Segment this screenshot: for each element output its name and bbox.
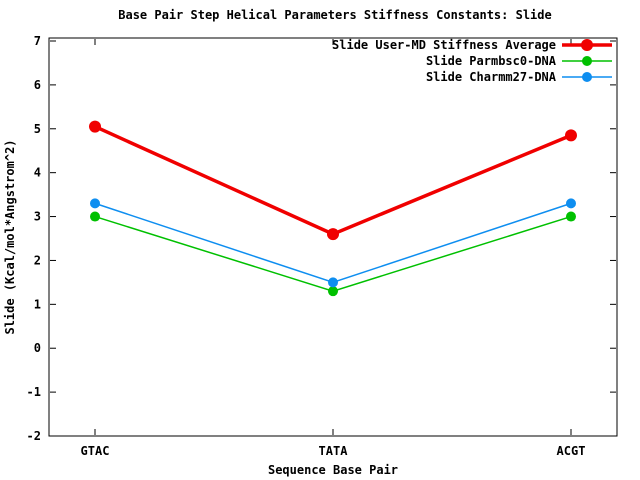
x-tick-label: GTAC bbox=[81, 444, 110, 458]
data-point bbox=[327, 228, 339, 241]
data-point bbox=[328, 286, 338, 297]
x-tick-label: ACGT bbox=[557, 444, 586, 458]
y-tick-label: 4 bbox=[34, 166, 41, 180]
y-tick-label: 5 bbox=[34, 122, 41, 136]
data-point bbox=[564, 129, 577, 142]
legend-marker bbox=[581, 39, 593, 51]
data-point bbox=[90, 211, 101, 222]
x-axis-ticks: GTAC TATA ACGT bbox=[81, 39, 586, 458]
legend-label: Slide Parmbsc0-DNA bbox=[426, 54, 557, 68]
data-point bbox=[565, 198, 576, 209]
series-line bbox=[94, 124, 572, 237]
plot-frame bbox=[48, 37, 618, 437]
y-tick-label: -2 bbox=[27, 429, 41, 443]
y-tick-label: 0 bbox=[34, 341, 41, 355]
x-axis-label: Sequence Base Pair bbox=[268, 463, 398, 477]
y-tick-label: 6 bbox=[34, 78, 41, 92]
data-series bbox=[89, 120, 577, 297]
plot-border bbox=[48, 37, 618, 437]
legend-entry: Slide Parmbsc0-DNA bbox=[426, 54, 612, 68]
y-tick-label: 7 bbox=[34, 34, 41, 48]
x-tick-label: TATA bbox=[319, 444, 349, 458]
y-tick-label: 2 bbox=[34, 253, 41, 267]
data-point bbox=[328, 277, 338, 288]
data-point bbox=[565, 211, 576, 222]
y-tick-label: 3 bbox=[34, 210, 41, 224]
legend-marker bbox=[582, 56, 592, 66]
legend-marker bbox=[582, 72, 592, 82]
y-axis-label: Slide (Kcal/mol*Angstrom^2) bbox=[3, 139, 17, 334]
legend-entry: Slide Charmm27-DNA bbox=[426, 70, 612, 84]
data-point bbox=[89, 120, 102, 133]
y-tick-label: 1 bbox=[34, 297, 41, 311]
legend-label: Slide User-MD Stiffness Average bbox=[332, 38, 556, 52]
y-axis-ticks: -2 -1 0 1 2 3 4 5 6 7 bbox=[27, 34, 616, 443]
data-point bbox=[90, 198, 101, 209]
legend-label: Slide Charmm27-DNA bbox=[426, 70, 557, 84]
series-line bbox=[94, 202, 572, 284]
y-tick-label: -1 bbox=[27, 385, 41, 399]
chart-title: Base Pair Step Helical Parameters Stiffn… bbox=[118, 8, 551, 22]
legend-entry: Slide User-MD Stiffness Average bbox=[332, 38, 612, 52]
legend: Slide User-MD Stiffness Average Slide Par… bbox=[332, 38, 612, 84]
